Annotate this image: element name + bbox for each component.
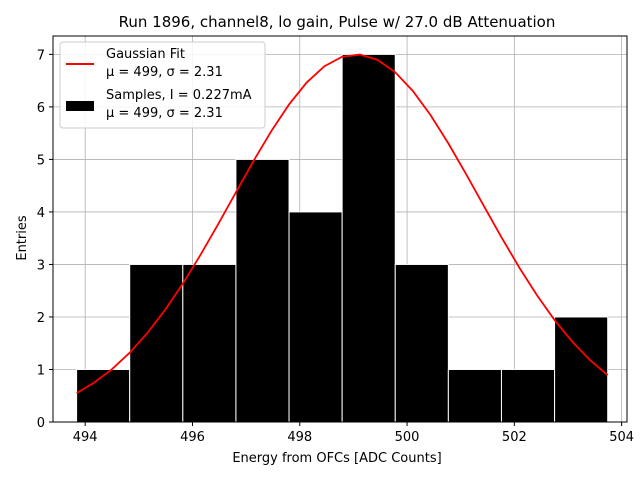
x-tick-label: 504 (609, 430, 634, 445)
legend-box (59, 41, 266, 129)
gaussian-fit (76, 53, 609, 394)
histogram-bar (288, 211, 343, 423)
chart-title: Run 1896, channel8, lo gain, Pulse w/ 27… (119, 13, 556, 31)
legend-hist-stats: μ = 499, σ = 2.31 (106, 106, 223, 121)
histogram-bar (76, 368, 131, 423)
histogram-bar (500, 368, 556, 423)
y-axis-label: Entries (15, 215, 30, 261)
legend-fit-stats: μ = 499, σ = 2.31 (106, 65, 223, 80)
x-tick-label: 494 (73, 430, 98, 445)
legend-hist-label: Samples, I = 0.227mA (106, 88, 252, 103)
y-tick-label: 6 (37, 101, 45, 116)
axis-ticks: 494 496 498 500 502 504 0 1 2 3 4 5 6 7 (37, 48, 634, 445)
x-tick-label: 498 (287, 430, 312, 445)
histogram-bar (554, 316, 609, 423)
y-tick-label: 4 (37, 206, 45, 221)
plot-frame (52, 35, 628, 423)
y-tick-label: 5 (37, 153, 45, 168)
histogram-bar (182, 263, 237, 423)
histogram-bar (341, 53, 396, 423)
y-tick-label: 1 (37, 363, 45, 378)
y-tick-label: 0 (37, 416, 45, 431)
legend-hist-swatch (66, 101, 94, 111)
x-tick-label: 500 (395, 430, 420, 445)
histogram-bar (394, 263, 449, 423)
x-axis-label: Energy from OFCs [ADC Counts] (232, 451, 441, 466)
fit-curve (76, 53, 609, 394)
y-tick-label: 7 (37, 48, 45, 63)
x-tick-label: 496 (180, 430, 205, 445)
y-tick-label: 3 (37, 258, 45, 273)
legend-fit-label: Gaussian Fit (106, 47, 185, 62)
grid (53, 36, 627, 423)
histogram-bars (76, 53, 609, 423)
x-tick-label: 502 (502, 430, 527, 445)
histogram-bar (235, 158, 290, 423)
legend: Gaussian Fit μ = 499, σ = 2.31 Samples, … (59, 41, 266, 129)
histogram-bar (447, 368, 502, 423)
y-tick-label: 2 (37, 311, 45, 326)
